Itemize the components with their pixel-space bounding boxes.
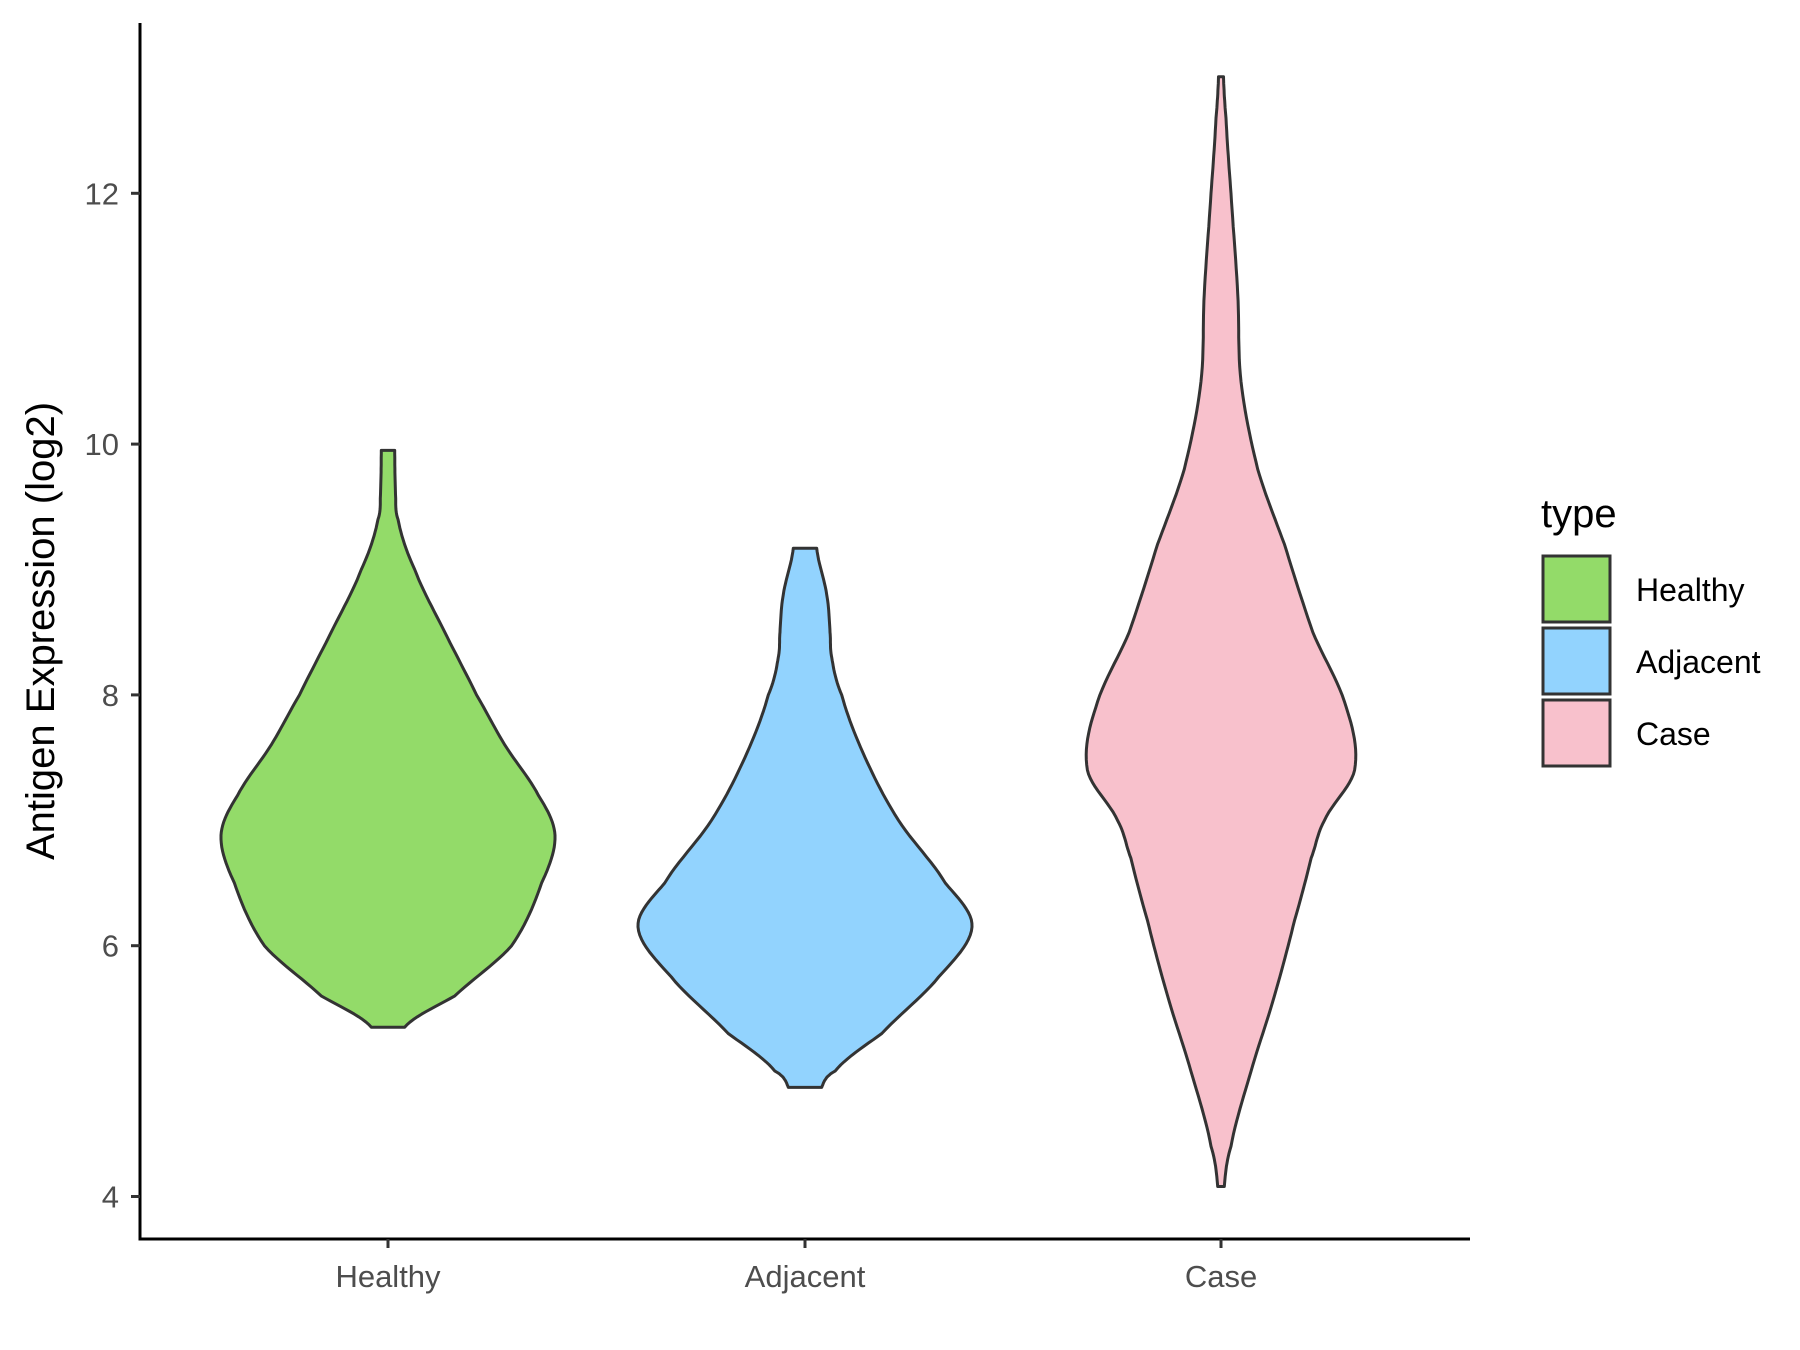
x-tick-label: Healthy [335,1259,441,1294]
violin-adjacent [636,546,974,1089]
legend-label-case: Case [1636,716,1711,752]
x-tick-label: Case [1185,1259,1257,1294]
y-tick-label: 12 [85,176,119,211]
violins-layer [219,75,1358,1188]
violin-case [1084,75,1358,1188]
legend-key-healthy [1541,554,1612,624]
y-tick-label: 4 [102,1180,119,1215]
legend-key-case [1541,698,1612,768]
y-tick-label: 10 [85,427,119,462]
y-tick-label: 8 [102,678,119,713]
legend: type Healthy Adjacent Case [1541,492,1761,768]
legend-key-adjacent [1541,626,1612,696]
legend-label-healthy: Healthy [1636,572,1745,608]
x-ticks: Healthy Adjacent Case [335,1239,1257,1294]
y-axis-title: Antigen Expression (log2) [19,402,63,860]
legend-items: Healthy Adjacent Case [1541,554,1761,768]
violin-healthy [219,448,557,1029]
y-tick-label: 6 [102,929,119,964]
legend-label-adjacent: Adjacent [1636,644,1761,680]
y-ticks: 4 6 8 10 12 [85,176,140,1215]
x-tick-label: Adjacent [745,1259,866,1294]
legend-title: type [1541,492,1617,536]
